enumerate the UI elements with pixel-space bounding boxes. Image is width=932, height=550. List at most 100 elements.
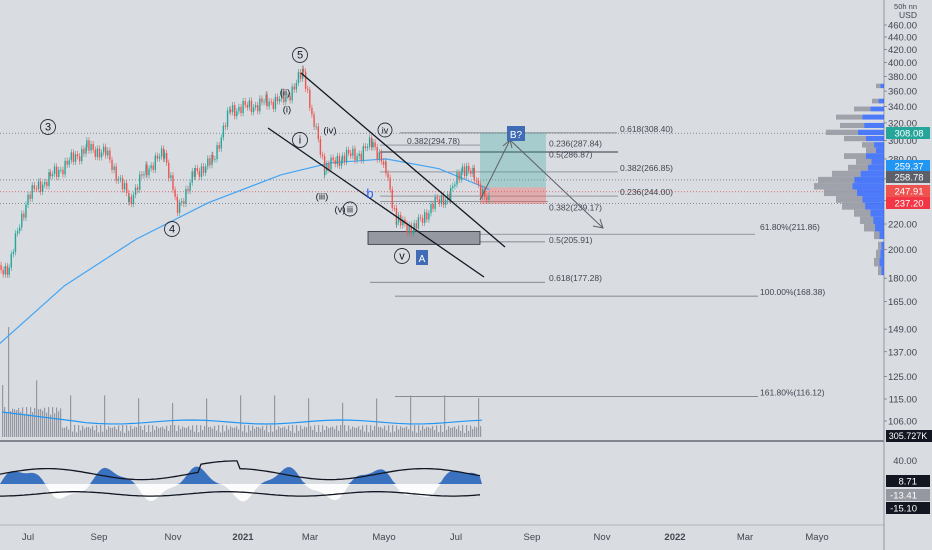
candle-body	[107, 150, 109, 156]
candle-body	[178, 202, 181, 213]
price-tick-label: 200.00	[888, 245, 917, 256]
volume-profile-bar	[874, 257, 880, 267]
volume-profile-bar	[832, 170, 861, 177]
volume-bar	[88, 427, 90, 437]
volume-bar	[116, 429, 118, 437]
volume-profile-bar	[857, 129, 884, 135]
volume-bar	[198, 432, 200, 437]
volume-bar	[370, 425, 372, 437]
volume-bar	[194, 431, 196, 437]
volume-bar	[30, 407, 32, 437]
volume-bar	[448, 426, 450, 437]
volume-bar	[96, 425, 98, 437]
volume-bar	[418, 425, 420, 437]
candle-body	[25, 204, 27, 218]
volume-bar	[172, 402, 174, 437]
candle-body	[354, 148, 356, 161]
wave-label-circle	[394, 248, 410, 264]
price-tick-label: 280.00	[888, 154, 917, 165]
volume-bar	[154, 429, 156, 437]
volume-bar	[106, 429, 108, 437]
volume-bar	[238, 429, 240, 437]
wave-label-circle	[40, 119, 56, 135]
candle-body	[270, 101, 272, 103]
volume-bar	[188, 426, 190, 437]
volume-profile-bar	[870, 209, 884, 217]
price-tag	[886, 160, 930, 172]
candle-body	[324, 171, 326, 176]
volume-bar	[48, 407, 50, 437]
candle-body	[132, 194, 135, 204]
volume-profile-bar	[878, 241, 882, 250]
price-tag-label: 258.78	[894, 173, 923, 184]
candle-body	[285, 96, 287, 103]
candle-body	[117, 179, 120, 181]
volume-bar	[8, 327, 10, 437]
candle-body	[228, 109, 231, 111]
candle-body	[412, 230, 415, 234]
volume-bar	[314, 425, 316, 437]
volume-bar	[234, 427, 236, 437]
candle-body	[53, 166, 56, 174]
volume-profile-bar	[864, 223, 875, 232]
candle-body	[98, 148, 101, 158]
volume-bar	[384, 425, 386, 437]
volume-bar	[276, 429, 278, 437]
volume-bar	[364, 431, 366, 437]
fib-level-label: 61.80%(211.86)	[760, 222, 820, 232]
candle-body	[404, 219, 406, 224]
candle-body	[257, 105, 259, 112]
candle-body	[156, 155, 159, 159]
price-tick-label: 115.00	[889, 395, 917, 406]
candle-body	[289, 95, 291, 101]
volume-bar	[444, 395, 446, 437]
volume-bar	[480, 426, 482, 437]
volume-bar	[426, 426, 428, 437]
volume-bar	[150, 431, 152, 437]
volume-bar	[186, 427, 188, 437]
candle-body	[347, 149, 350, 154]
volume-profile-bar	[872, 98, 879, 104]
volume-bar	[146, 432, 148, 437]
volume-bar	[224, 431, 226, 437]
candle-body	[226, 110, 229, 127]
candle-body	[214, 159, 216, 160]
volume-profile-bar	[852, 183, 884, 190]
candle-body	[430, 203, 432, 214]
candle-body	[16, 231, 19, 234]
volume-bar	[110, 427, 112, 437]
volume-profile-bar	[875, 147, 884, 154]
volume-bar	[432, 425, 434, 437]
volume-bar	[366, 425, 368, 437]
candle-body	[44, 182, 46, 185]
volume-bar	[434, 430, 436, 437]
volume-bar	[182, 426, 184, 437]
volume-bar	[476, 427, 478, 437]
price-tag	[886, 171, 930, 183]
candle-body	[234, 105, 236, 117]
volume-bar	[22, 407, 24, 437]
price-tick-label: 106.00	[888, 417, 917, 428]
volume-bar	[472, 429, 474, 437]
volume-bar	[414, 425, 416, 437]
price-tick-label: 180.00	[888, 274, 917, 285]
wave-label: iv	[382, 126, 389, 136]
volume-bar	[10, 411, 12, 437]
volume-profile-bar	[876, 83, 881, 89]
volume-bar	[250, 430, 252, 437]
volume-bar	[138, 398, 140, 437]
candle-body	[368, 137, 371, 147]
candle-body	[244, 101, 246, 105]
time-tick-label: Mayo	[372, 532, 395, 543]
time-tick-label: Mar	[737, 532, 753, 543]
volume-bar	[450, 428, 452, 437]
wave-label: 5	[297, 50, 303, 62]
candle-body	[410, 224, 412, 234]
volume-bar	[272, 431, 274, 437]
volume-bar	[308, 398, 310, 437]
candle-body	[304, 71, 307, 89]
wave-label: i	[299, 135, 301, 147]
volume-bar	[174, 425, 176, 437]
candle-body	[380, 152, 383, 162]
